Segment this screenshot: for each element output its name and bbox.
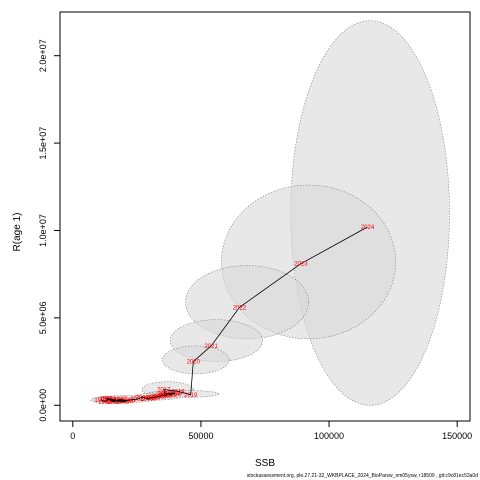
point-2009: 2009: [153, 395, 167, 401]
point-2008: 2008: [151, 395, 165, 401]
year-label-2020: 2020: [187, 360, 201, 366]
year-labels: 2017 2019 2020 2021 2022 2023 2024: [157, 225, 375, 399]
point-2010: 2010: [156, 393, 170, 399]
x-tick-label-100000: 100000: [314, 431, 344, 441]
y-tick-label-5000000: 5.0e+06: [38, 301, 48, 334]
point-1999: 1999: [103, 398, 117, 404]
y-axis-title: R(age 1): [12, 213, 23, 252]
point-1990: 1990: [94, 398, 108, 404]
x-axis: 0 50000 100000 150000: [70, 420, 472, 441]
y-axis: 0.0e+00 5.0e+06 1.0e+07 1.5e+07 2.0e+07: [38, 39, 60, 422]
x-tick-label-0: 0: [70, 431, 75, 441]
point-2000: 2000: [116, 400, 130, 406]
point-2007: 2007: [148, 395, 162, 401]
y-tick-label-15000000: 1.5e+07: [38, 127, 48, 160]
confidence-ellipses: [90, 20, 450, 406]
year-label-2017: 2017: [157, 388, 171, 394]
point-2011: 2011: [159, 394, 173, 400]
x-tick-label-150000: 150000: [442, 431, 472, 441]
year-label-2022: 2022: [233, 305, 247, 311]
point-1997: 1997: [114, 397, 128, 403]
data-points: 1990199119921993199419951996199719981999…: [94, 389, 185, 405]
point-2012: 2012: [161, 392, 175, 398]
point-2006: 2006: [146, 395, 160, 401]
point-2013: 2013: [164, 393, 178, 399]
point-2004: 2004: [140, 396, 154, 402]
point-2015: 2015: [169, 391, 183, 397]
year-label-2021: 2021: [205, 344, 219, 350]
point-1995: 1995: [99, 396, 113, 402]
point-2016: 2016: [158, 392, 172, 398]
point-2003: 2003: [135, 395, 149, 401]
x-axis-title: SSB: [255, 458, 275, 469]
point-1998: 1998: [120, 399, 134, 405]
x-tick-label-50000: 50000: [188, 431, 213, 441]
ellipse-1992: [90, 396, 127, 404]
point-1993: 1993: [106, 399, 120, 405]
point-1992: 1992: [102, 397, 116, 403]
point-1996: 1996: [107, 400, 121, 406]
point-2002: 2002: [130, 397, 144, 403]
point-2005: 2005: [143, 396, 157, 402]
year-label-2023: 2023: [294, 262, 308, 268]
point-2018: 2018: [171, 389, 185, 395]
trajectory-line: [100, 226, 368, 403]
year-label-2019: 2019: [184, 393, 198, 399]
footer-note: stockassessment.org, ple.27.21-32_WKBPLA…: [247, 473, 478, 479]
point-1991: 1991: [98, 400, 112, 406]
y-tick-label-20000000: 2.0e+07: [38, 39, 48, 72]
point-2001: 2001: [123, 398, 137, 404]
y-tick-label-10000000: 1.0e+07: [38, 214, 48, 247]
point-2014: 2014: [166, 392, 180, 398]
y-tick-label-0: 0.0e+00: [38, 389, 48, 422]
year-label-2024: 2024: [361, 225, 375, 231]
